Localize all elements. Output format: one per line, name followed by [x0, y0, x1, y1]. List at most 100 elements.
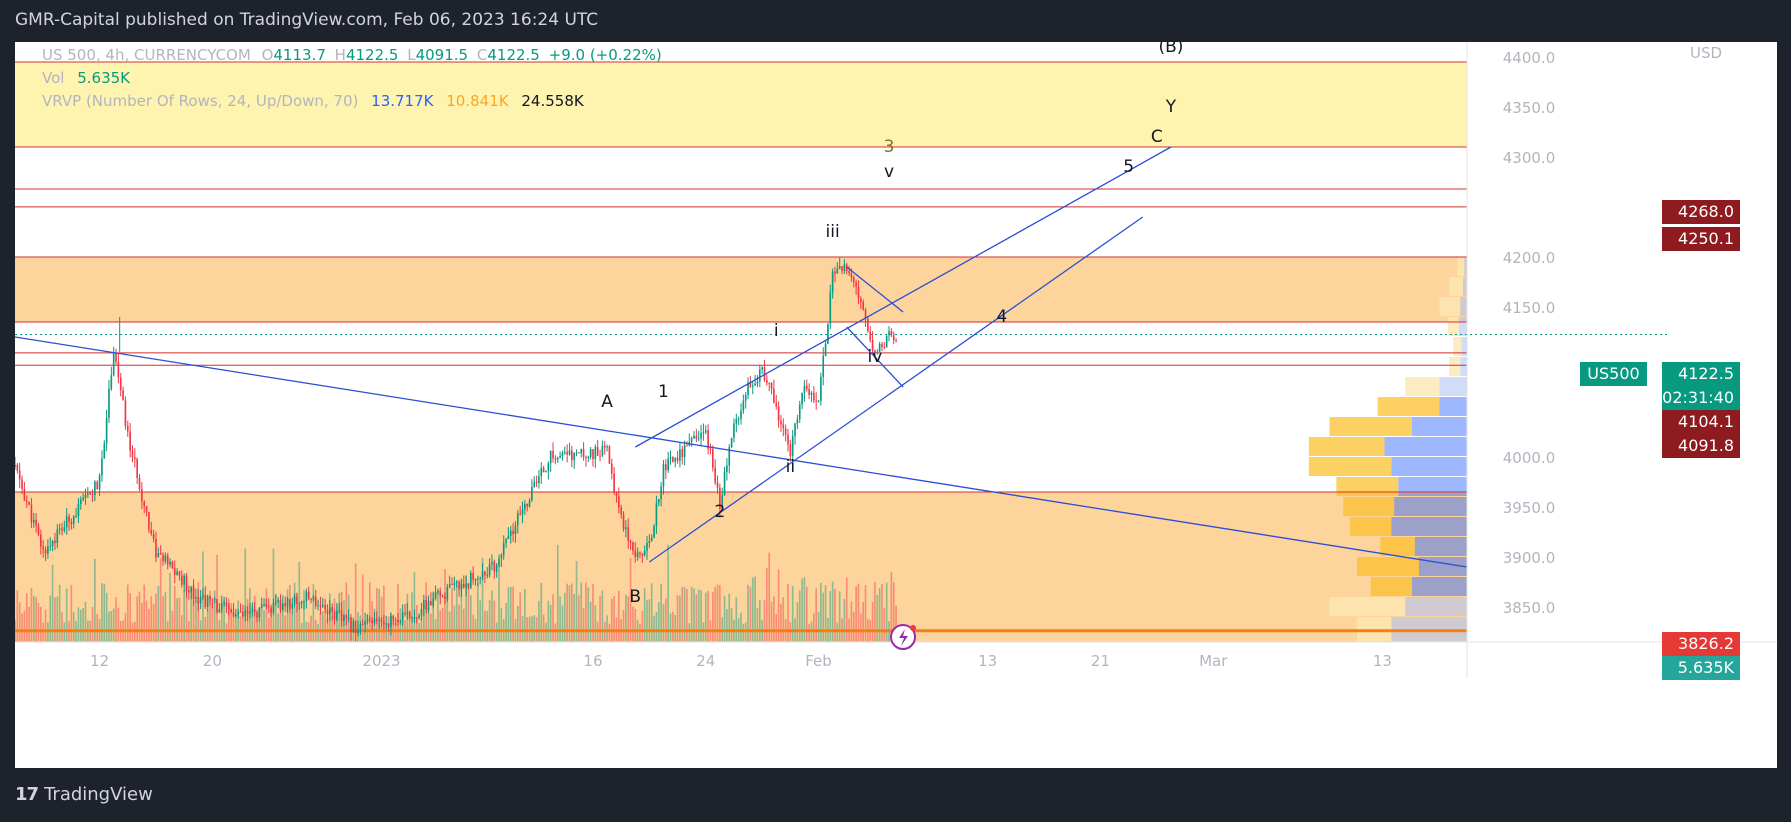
chart-area[interactable]: A B 1 2 i ii iii iv 3 v 4 5 C Y (B) 4400.0 4350.0 4300.0… — [15, 42, 1777, 768]
candle-body — [813, 392, 815, 401]
volume-profile-up-row — [1460, 357, 1467, 376]
candle-body — [754, 383, 756, 386]
volume-bar — [824, 585, 827, 642]
candle-body — [239, 611, 242, 613]
currency-label: USD — [1690, 44, 1723, 62]
candle-body — [578, 452, 580, 454]
volume-bar — [878, 588, 881, 642]
price-tick-label: 3950.0 — [1503, 499, 1556, 517]
candle-body — [780, 420, 782, 425]
candle-body — [876, 351, 879, 353]
volume-bar — [169, 572, 171, 642]
candle-body — [79, 499, 82, 505]
volume-bar — [491, 590, 493, 642]
open-value: 4113.7 — [273, 46, 326, 64]
lightning-icon-dot — [910, 625, 917, 631]
candle-body — [533, 481, 536, 488]
candle-body — [277, 599, 279, 603]
candle-body — [331, 607, 334, 612]
candle-body — [789, 444, 792, 456]
vrvp-legend[interactable]: VRVP (Number Of Rows, 24, Up/Down, 70) 1… — [42, 92, 584, 110]
candle-body — [25, 500, 28, 502]
candle-body — [507, 535, 510, 539]
candle-body — [852, 277, 855, 283]
volume-bar — [178, 597, 181, 642]
volume-bar — [632, 606, 634, 642]
candle-body — [267, 606, 270, 608]
volume-bar — [216, 554, 218, 642]
candle-body — [444, 596, 446, 600]
candle-body — [895, 339, 897, 341]
volume-bar — [531, 616, 533, 642]
volume-profile-up-row — [1458, 317, 1467, 336]
wave-label-A: A — [601, 392, 613, 412]
trendline-1 — [634, 146, 1172, 448]
volume-bar — [260, 603, 263, 642]
volume-bar — [500, 607, 503, 642]
ohlc-legend[interactable]: US 500, 4h, CURRENCYCOM O4113.7 H4122.5 … — [42, 46, 662, 64]
candle-body — [465, 583, 467, 588]
tradingview-logo[interactable]: 17 TradingView — [15, 784, 153, 805]
candle-body — [700, 432, 702, 439]
volume-bar — [751, 577, 754, 642]
volume-bar — [822, 592, 825, 642]
candle-body — [310, 598, 312, 600]
volume-bar — [484, 610, 486, 642]
volume-bar — [164, 592, 167, 642]
candle-body — [333, 611, 336, 620]
volume-bar — [298, 561, 301, 642]
volume-bar — [509, 586, 512, 642]
volume-bar — [538, 600, 540, 642]
candle-body — [218, 609, 221, 612]
candle-body — [775, 402, 778, 407]
volume-bar — [437, 588, 439, 642]
volume-bar — [587, 587, 590, 642]
candle-body — [361, 624, 364, 626]
volume-bar — [448, 611, 451, 642]
volume-bar — [695, 594, 698, 642]
candle-body — [843, 264, 846, 272]
volume-bar — [711, 592, 714, 642]
candle-body — [627, 527, 630, 541]
candle-body — [674, 457, 677, 462]
candle-body — [681, 449, 684, 458]
time-tick-label: 21 — [1091, 652, 1110, 670]
volume-bar — [453, 605, 456, 642]
candle-body — [237, 611, 240, 615]
volume-bar — [263, 610, 265, 642]
volume-bar — [28, 606, 30, 642]
candle-body — [235, 614, 237, 617]
candle-body — [798, 404, 801, 420]
candle-body — [84, 494, 87, 498]
volume-bar — [554, 623, 557, 642]
candle-body — [869, 331, 872, 341]
price-tick-label: 3850.0 — [1503, 599, 1556, 617]
candle-body — [61, 528, 63, 531]
candle-body — [883, 346, 886, 348]
volume-bar — [79, 609, 82, 642]
volume-bar — [601, 590, 604, 642]
candle-body — [885, 335, 888, 348]
volume-bar — [723, 595, 726, 642]
candle-body — [768, 382, 771, 384]
volume-bar — [667, 544, 669, 642]
candle-body — [486, 575, 489, 577]
candle-body — [289, 598, 291, 609]
volume-bar — [152, 603, 155, 642]
candle-body — [580, 449, 583, 454]
volume-bar — [629, 557, 632, 642]
volume-bar — [730, 608, 733, 642]
volume-bar — [831, 581, 834, 642]
candle-body — [502, 542, 505, 556]
volume-bar — [155, 593, 157, 642]
candle-body — [563, 451, 566, 453]
candle-body — [552, 450, 554, 459]
candle-body — [589, 449, 592, 457]
candle-body — [744, 395, 747, 401]
volume-legend[interactable]: Vol 5.635K — [42, 69, 130, 87]
volume-bar — [124, 612, 127, 642]
volume-bar — [430, 613, 432, 642]
candle-body — [556, 457, 559, 460]
volume-bar — [512, 586, 514, 642]
